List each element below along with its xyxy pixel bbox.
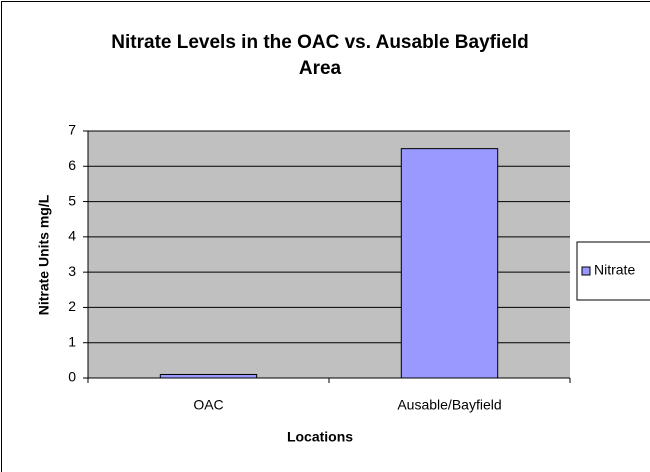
x-axis-label: Locations [287, 429, 353, 445]
y-tick-label: 4 [68, 228, 76, 244]
y-tick-label: 0 [68, 369, 76, 385]
legend-label: Nitrate [594, 262, 635, 278]
x-tick-label: OAC [193, 397, 223, 413]
bar [400, 148, 499, 379]
y-tick-label: 6 [68, 157, 76, 173]
y-tick-label: 2 [68, 298, 76, 314]
x-tick-label: Ausable/Bayfield [397, 397, 501, 413]
y-tick-label: 1 [68, 333, 76, 349]
chart-title: Nitrate Levels in the OAC vs. Ausable Ba… [111, 32, 529, 79]
legend-swatch [581, 266, 591, 276]
y-tick-label: 5 [68, 192, 76, 208]
y-tick-label: 3 [68, 263, 76, 279]
y-tick-label: 7 [68, 122, 76, 138]
bar [159, 373, 258, 379]
y-axis-label: Nitrate Units mg/L [36, 194, 52, 315]
